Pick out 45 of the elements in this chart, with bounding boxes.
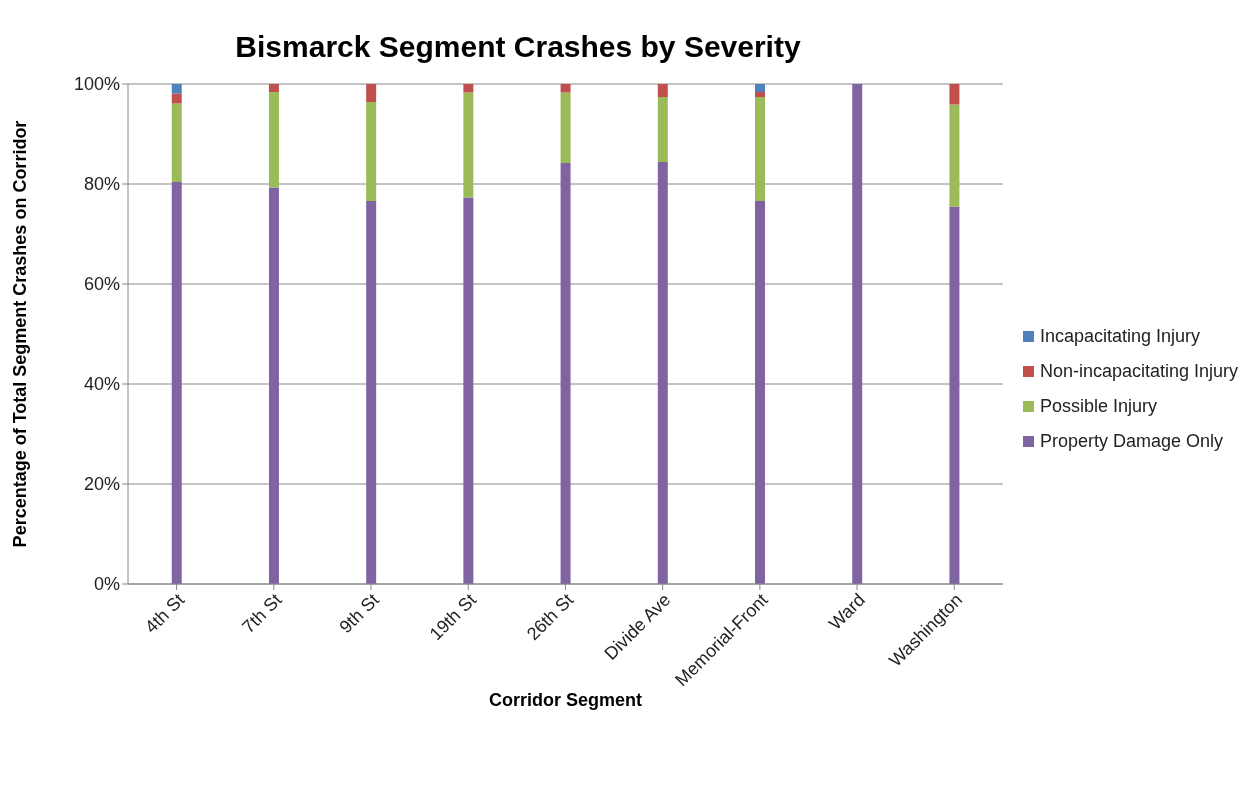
y-tick-label: 0% [93, 574, 120, 595]
bar [171, 84, 182, 94]
legend-label: Property Damage Only [1039, 431, 1223, 452]
x-tick-label: 4th St [141, 589, 189, 638]
x-axis-title: Corridor Segment [488, 690, 642, 710]
bar [657, 162, 668, 584]
bar [560, 92, 571, 163]
bar [560, 163, 571, 584]
bar [949, 104, 960, 207]
bar [463, 84, 474, 93]
legend-label: Non-incapacitating Injury [1039, 361, 1238, 382]
bar [949, 84, 960, 105]
x-tick-label: 9th St [335, 589, 383, 638]
bar [852, 84, 863, 584]
y-tick-label: 20% [83, 474, 120, 495]
x-tick-label: 19th St [425, 589, 481, 645]
bar [755, 97, 765, 201]
chart-title: Bismarck Segment Crashes by Severity [234, 29, 802, 64]
bar [366, 102, 377, 201]
bar [755, 201, 765, 584]
x-tick-label: 26th St [522, 589, 578, 645]
y-tick-label: 40% [83, 374, 120, 395]
x-tick-label: 7th St [238, 589, 286, 638]
bar [463, 92, 474, 198]
bar [171, 93, 182, 104]
bar [171, 182, 182, 584]
bar [949, 206, 960, 584]
y-tick-label: 100% [73, 74, 120, 95]
bar [755, 84, 765, 92]
y-axis-title: Percentage of Total Segment Crashes on Corridor [10, 120, 31, 548]
bar [463, 197, 474, 584]
bar [366, 84, 377, 102]
bar [268, 84, 279, 92]
bar [268, 187, 279, 584]
bar [657, 97, 668, 162]
legend-label: Possible Injury [1039, 396, 1157, 417]
bar [268, 92, 279, 188]
bar [657, 84, 668, 97]
legend-label: Incapacitating Injury [1039, 326, 1200, 347]
y-tick-label: 80% [83, 174, 120, 195]
bar [755, 92, 765, 97]
bar [560, 84, 571, 93]
y-tick-label: 60% [83, 274, 120, 295]
bar [366, 201, 377, 584]
bar [171, 103, 182, 182]
